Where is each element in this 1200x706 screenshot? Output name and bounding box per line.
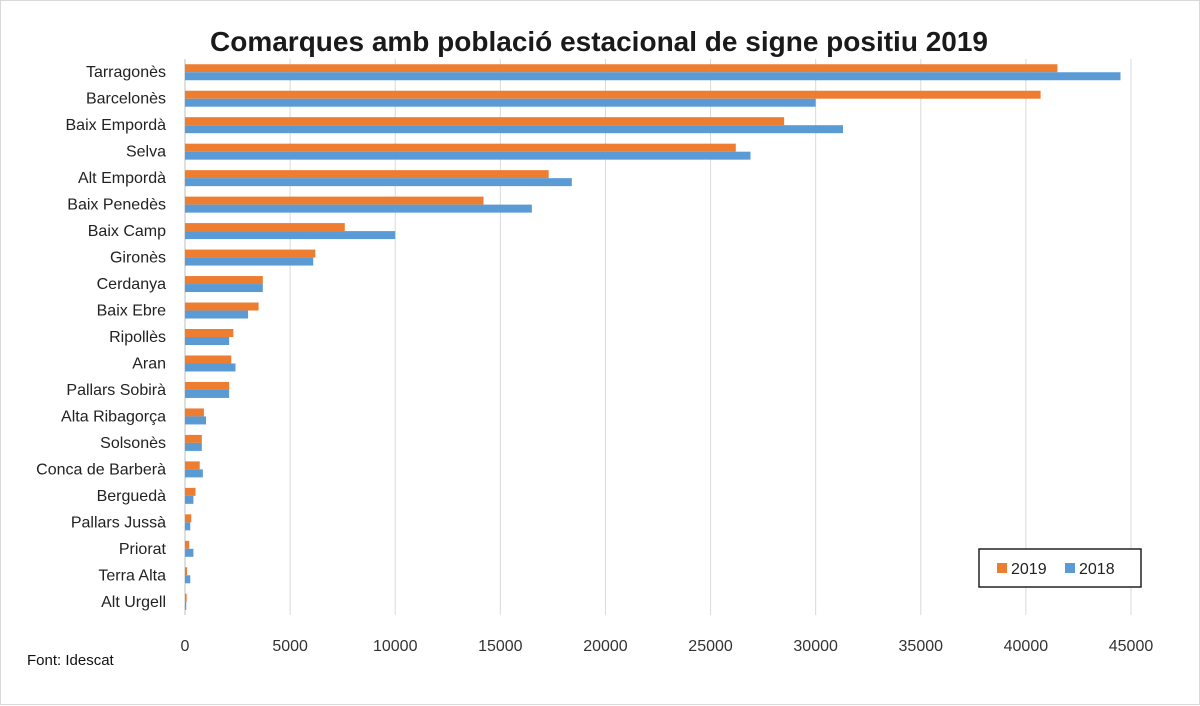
bar-2018: [185, 389, 230, 398]
category-label: Baix Empordà: [66, 117, 167, 134]
bar-2019: [185, 461, 200, 470]
legend-swatch-2018: [1065, 563, 1075, 573]
category-label: Pallars Sobirà: [66, 382, 166, 399]
bar-2019: [185, 302, 259, 311]
bar-2019: [185, 276, 263, 285]
category-label: Conca de Barberà: [36, 461, 166, 478]
bar-2019: [185, 143, 736, 152]
bar-2018: [185, 204, 532, 213]
bar-2019: [185, 329, 234, 337]
category-label: Gironès: [110, 250, 166, 267]
category-label: Alta Ribagorça: [61, 408, 166, 425]
category-label: Cerdanya: [97, 276, 166, 293]
bar-2019: [185, 593, 187, 602]
bars: [185, 64, 1121, 610]
bar-2018: [185, 178, 572, 187]
x-tick-label: 30000: [793, 638, 838, 655]
bar-2019: [185, 170, 549, 179]
bar-2018: [185, 125, 843, 134]
bar-2019: [185, 408, 204, 417]
category-label: Berguedà: [97, 488, 166, 505]
x-tick-label: 15000: [478, 638, 523, 655]
category-label: Baix Camp: [88, 223, 166, 240]
bar-2019: [185, 223, 345, 232]
category-label: Aran: [132, 355, 166, 372]
bar-2018: [185, 495, 194, 504]
bar-2018: [185, 416, 207, 425]
category-label: Terra Alta: [98, 567, 166, 584]
bar-2018: [185, 363, 236, 372]
bar-2019: [185, 117, 785, 126]
x-tick-label: 0: [181, 638, 190, 655]
category-label: Baix Penedès: [67, 197, 166, 214]
x-tick-label: 35000: [899, 638, 944, 655]
legend-label-2018: 2018: [1079, 561, 1115, 578]
bar-2018: [185, 337, 230, 345]
bar-2018: [185, 231, 396, 240]
bar-2019: [185, 514, 192, 523]
bar-2018: [185, 257, 314, 266]
bar-2018: [185, 469, 203, 478]
bar-2019: [185, 434, 202, 443]
category-label: Alt Urgell: [101, 594, 166, 611]
category-label: Solsonès: [100, 435, 166, 452]
bar-2018: [185, 284, 263, 293]
bar-2019: [185, 381, 230, 390]
bar-2018: [185, 442, 202, 451]
bar-2018: [185, 310, 249, 319]
category-label: Ripollès: [109, 329, 166, 346]
legend-label-2019: 2019: [1011, 561, 1047, 578]
bar-2019: [185, 90, 1041, 99]
x-tick-label: 45000: [1109, 638, 1154, 655]
bar-2019: [185, 249, 316, 258]
category-label: Priorat: [119, 541, 167, 558]
bar-2018: [185, 72, 1121, 81]
x-tick-label: 5000: [272, 638, 308, 655]
x-tick-label: 10000: [373, 638, 418, 655]
bar-2018: [185, 151, 751, 160]
category-labels: Tarragonès Barcelonès Baix Empordà Selva Alt…: [36, 64, 166, 611]
bar-2018: [185, 575, 191, 584]
bar-2019: [185, 64, 1058, 73]
bar-2019: [185, 355, 232, 364]
chart-title: Comarques amb població estacional de sig…: [210, 26, 988, 57]
bar-2019: [185, 540, 190, 549]
x-tick-label: 20000: [583, 638, 628, 655]
x-tick-label: 25000: [688, 638, 733, 655]
category-label: Alt Empordà: [78, 170, 166, 187]
legend: 2019 2018: [978, 548, 1142, 588]
bar-2019: [185, 567, 188, 576]
category-label: Baix Ebre: [97, 303, 166, 320]
x-axis-ticks: 0 5000 10000 15000 20000 25000 30000 35000 40000…: [181, 638, 1154, 655]
legend-box: [978, 548, 1142, 588]
category-label: Barcelonès: [86, 91, 166, 108]
category-label: Tarragonès: [86, 64, 166, 81]
bar-2018: [185, 522, 191, 531]
grid-lines: [184, 59, 1132, 615]
bar-2018: [185, 601, 187, 610]
bar-2019: [185, 487, 196, 496]
bar-2018: [185, 98, 816, 107]
category-label: Selva: [126, 144, 166, 161]
source-note: Font: Idescat: [27, 652, 115, 669]
bar-2019: [185, 196, 484, 205]
x-tick-label: 40000: [1004, 638, 1049, 655]
bar-2018: [185, 548, 194, 557]
category-label: Pallars Jussà: [71, 514, 166, 531]
legend-swatch-2019: [997, 563, 1007, 573]
